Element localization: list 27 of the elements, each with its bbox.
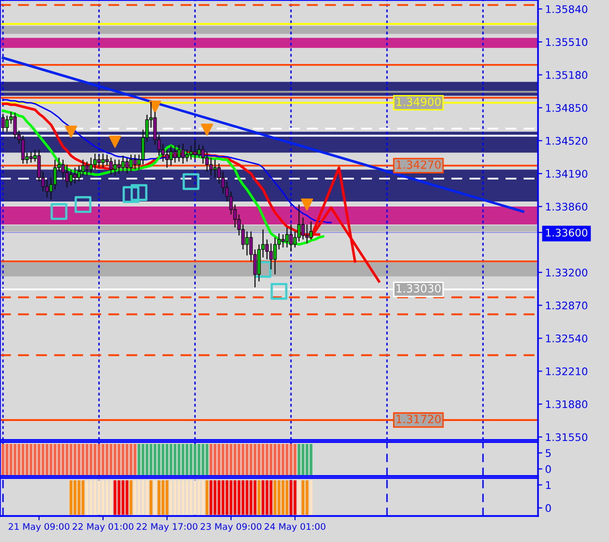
ref-line-label: 1.34900 bbox=[396, 98, 441, 106]
y-tick-label: 1.34520 bbox=[546, 136, 588, 145]
y-tick-label: 1.34190 bbox=[546, 170, 588, 178]
y-tick-label: 1.35180 bbox=[546, 71, 588, 79]
ref-line-label: 1.34270 bbox=[396, 160, 441, 169]
y-tick-label: 1.31550 bbox=[546, 433, 588, 442]
y-tick-label: 0 bbox=[546, 504, 551, 512]
ref-line-label: 1.31720 bbox=[396, 414, 441, 424]
x-tick-label: 21 May 09:00 bbox=[8, 523, 70, 532]
x-tick-label: 24 May 01:00 bbox=[264, 523, 326, 532]
y-tick-label: 1.35840 bbox=[546, 5, 588, 14]
x-tick-label: 22 May 01:00 bbox=[72, 523, 134, 532]
y-tick-label: 1.32870 bbox=[546, 302, 588, 310]
y-tick-label: 1.33200 bbox=[546, 268, 588, 276]
y-tick-label: 1.33600 bbox=[546, 228, 588, 237]
y-tick-label: 0 bbox=[546, 465, 551, 474]
x-tick-label: 23 May 09:00 bbox=[200, 523, 262, 532]
ref-line-label: 1.33030 bbox=[396, 284, 441, 293]
y-tick-label: 1 bbox=[546, 481, 551, 489]
y-tick-label: 1.32210 bbox=[546, 367, 588, 376]
y-tick-label: 1.35510 bbox=[546, 38, 588, 46]
y-tick-label: 1.34850 bbox=[546, 104, 588, 112]
x-tick-label: 22 May 17:00 bbox=[136, 523, 198, 532]
y-tick-label: 1.32540 bbox=[546, 334, 588, 342]
y-tick-label: 5 bbox=[546, 449, 551, 458]
y-tick-label: 1.33860 bbox=[546, 202, 588, 211]
y-tick-label: 1.31880 bbox=[546, 400, 588, 408]
